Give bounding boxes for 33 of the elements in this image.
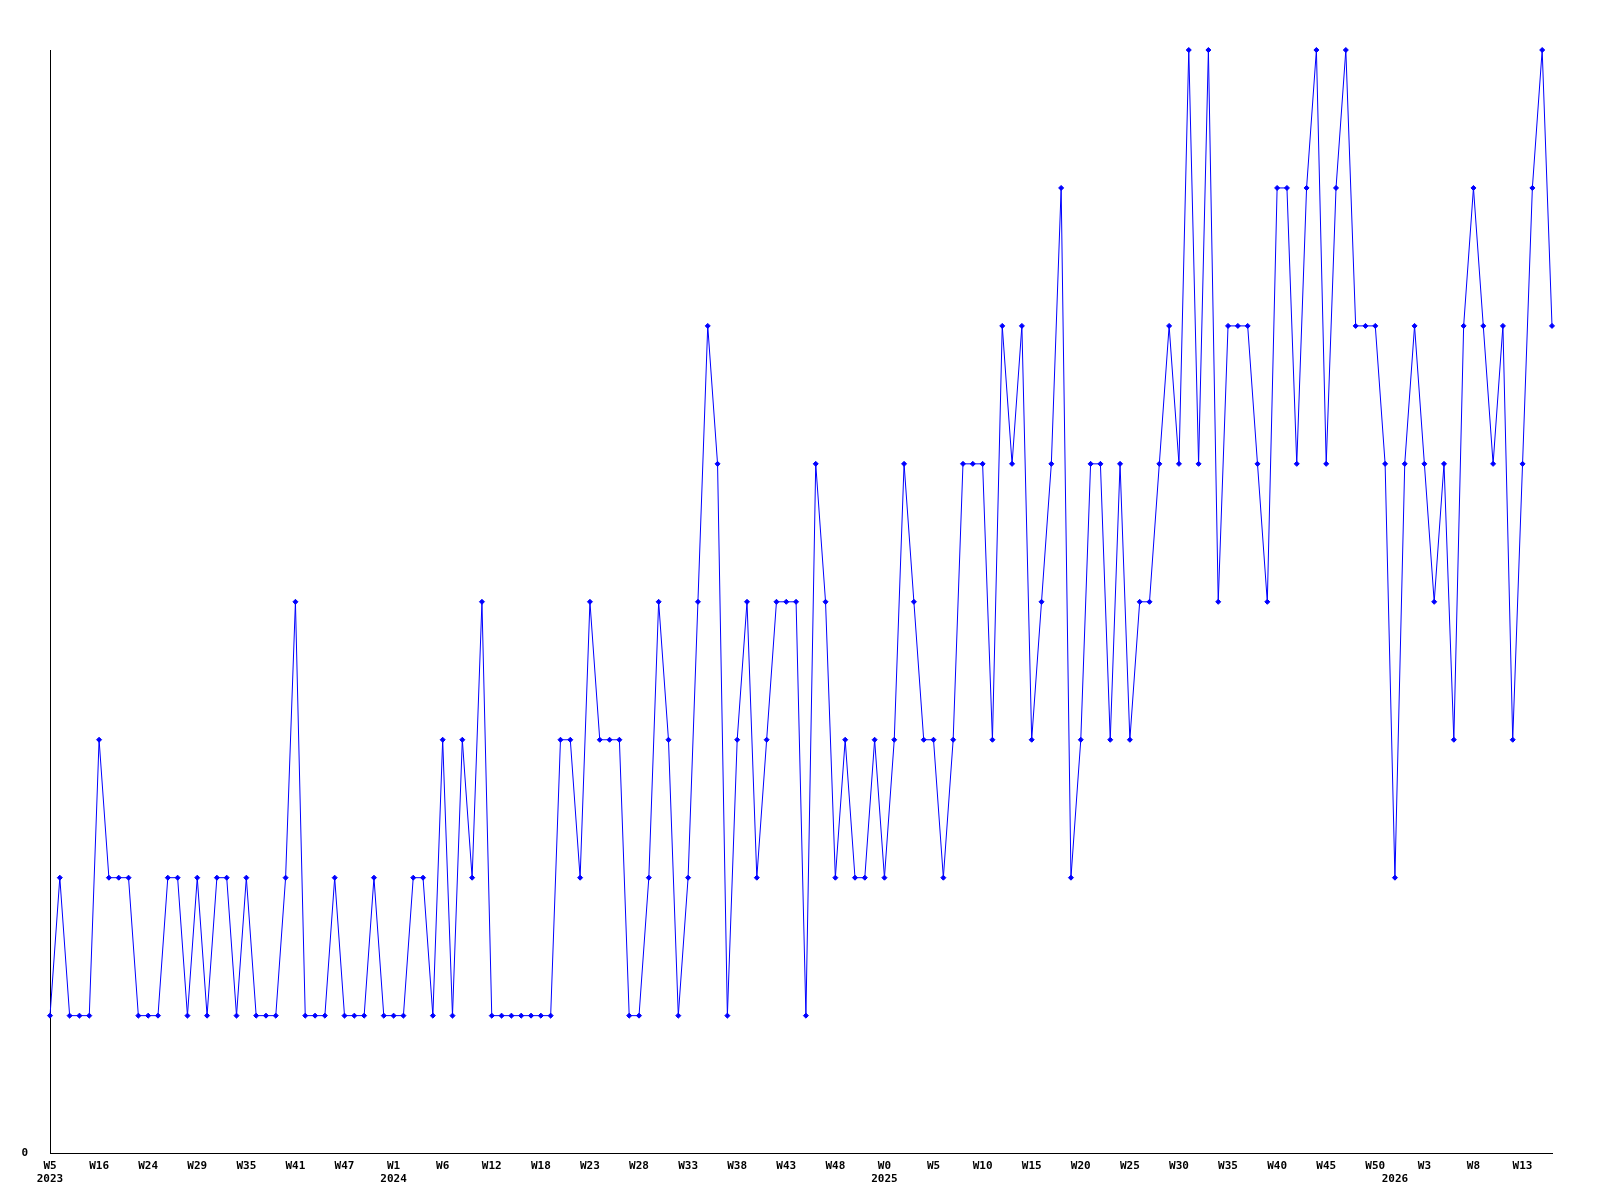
x-tick-label: W30 <box>1169 1159 1189 1173</box>
x-tick-label: W29 <box>187 1159 208 1173</box>
x-tick-label: W23 <box>580 1159 600 1173</box>
x-tick-label: W5 2023 <box>36 1159 64 1186</box>
x-tick-label: W6 <box>436 1159 450 1173</box>
x-tick-label: W0 2025 <box>871 1159 898 1186</box>
x-tick-label: W38 <box>727 1159 748 1173</box>
x-tick-label: W20 <box>1070 1159 1091 1173</box>
x-tick-label: W33 <box>678 1159 699 1173</box>
x-tick-label: W28 <box>629 1159 649 1173</box>
x-tick-label: W25 <box>1119 1159 1140 1173</box>
x-tick-label: W5 <box>926 1159 941 1173</box>
x-tick-label: W48 <box>825 1159 846 1173</box>
x-tick-label: W35 <box>236 1159 257 1173</box>
x-tick-label: W43 <box>776 1159 797 1173</box>
x-tick-label: W50 <box>1365 1159 1386 1173</box>
x-tick-label: W1 2024 <box>380 1159 408 1186</box>
x-tick-label: W13 <box>1512 1159 1533 1173</box>
x-tick-label: W45 <box>1316 1159 1337 1173</box>
x-tick-label: W40 <box>1267 1159 1288 1173</box>
x-tick-label: W24 <box>138 1159 159 1173</box>
x-tick-label: W16 <box>89 1159 110 1173</box>
x-tick-label: W8 <box>1466 1159 1481 1173</box>
x-tick-label: W47 <box>334 1159 355 1173</box>
x-tick-label: 2026 <box>1381 1172 1409 1186</box>
x-tick-label: W12 <box>481 1159 502 1173</box>
x-tick-label: W41 <box>285 1159 306 1173</box>
x-tick-label: W10 <box>972 1159 993 1173</box>
x-tick-label: W18 <box>530 1159 551 1173</box>
x-tick-label: W3 <box>1417 1159 1431 1173</box>
x-tick-label: W35 <box>1218 1159 1238 1173</box>
x-tick-label: W15 <box>1021 1159 1042 1173</box>
text: 0 <box>21 1146 28 1160</box>
